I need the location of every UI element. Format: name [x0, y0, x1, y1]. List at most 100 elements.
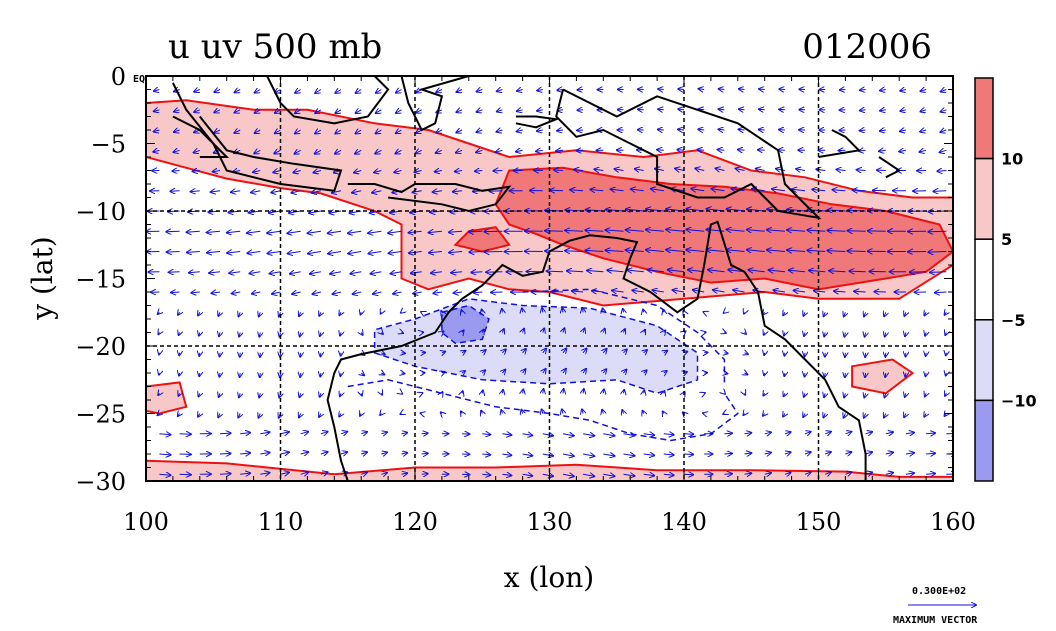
wind-vector [724, 333, 725, 334]
wind-vector [784, 432, 791, 434]
wind-vector [774, 290, 785, 292]
coastline [878, 156, 902, 179]
wind-vector [666, 250, 685, 252]
wind-vector [772, 189, 785, 191]
wind-vector [602, 410, 603, 414]
wind-vector [371, 272, 382, 274]
wind-vector [159, 454, 170, 455]
wind-vector [716, 168, 725, 170]
wind-vector [623, 309, 624, 312]
wind-vector [269, 211, 281, 213]
wind-vector [340, 373, 341, 376]
wind-vector [854, 291, 866, 292]
wind-vector [946, 353, 947, 356]
wind-vector [787, 250, 806, 251]
wind-vector [235, 110, 241, 113]
wind-vector [219, 393, 220, 397]
wind-vector [402, 393, 403, 394]
wind-vector [411, 272, 422, 274]
wind-vector [603, 454, 614, 456]
wind-vector [626, 209, 644, 211]
wind-vector [663, 454, 674, 455]
wind-vector [477, 110, 483, 112]
wind-vector [462, 391, 463, 393]
wind-vector [562, 434, 574, 436]
wind-vector [193, 171, 200, 172]
wind-vector [502, 370, 505, 373]
wind-vector [688, 270, 705, 272]
wind-vector [699, 89, 705, 90]
wind-vector [235, 90, 241, 93]
wind-vector [299, 414, 301, 418]
wind-vector [825, 472, 831, 474]
wind-vector [178, 393, 179, 396]
wind-vector [329, 211, 342, 213]
wind-vector [232, 292, 241, 294]
wind-vector [643, 411, 644, 414]
wind-vector [738, 150, 745, 151]
wind-vector [921, 90, 927, 92]
wind-vector [926, 453, 935, 454]
wind-vector [309, 211, 321, 213]
wind-vector [631, 189, 644, 191]
wind-vector [763, 414, 765, 416]
wind-vector [179, 333, 180, 336]
wind-vector [259, 414, 261, 418]
wind-vector [211, 191, 221, 192]
wind-vector [926, 353, 927, 356]
wind-vector [523, 329, 525, 333]
wind-vector [219, 453, 231, 454]
wind-vector [255, 110, 261, 113]
wind-vector [482, 474, 490, 475]
wind-vector [291, 191, 301, 193]
wind-vector [744, 473, 752, 474]
wind-vector [567, 271, 584, 272]
wind-vector [644, 391, 645, 394]
wind-vector [271, 191, 281, 193]
wind-vector [320, 353, 321, 357]
wind-vector [376, 110, 382, 113]
wind-vector [885, 373, 886, 377]
wind-vector [381, 452, 387, 454]
wind-vector [860, 90, 866, 91]
wind-vector [315, 90, 322, 94]
y-tick-label: −25 [75, 401, 126, 429]
wind-vector [844, 333, 845, 337]
wind-vector [803, 414, 805, 418]
wind-vector [239, 393, 240, 397]
wind-vector [289, 211, 301, 213]
wind-vector [623, 434, 635, 436]
wind-vector [924, 414, 926, 417]
wind-vector [381, 473, 387, 475]
wind-vector [401, 433, 408, 434]
wind-vector [293, 171, 301, 173]
wind-vector [330, 272, 342, 274]
negative-contour [522, 288, 726, 387]
wind-vector [209, 272, 221, 273]
wind-vector [941, 90, 947, 92]
wind-vector [658, 109, 664, 110]
wind-vector [865, 333, 866, 337]
wind-vector [454, 292, 463, 293]
wind-vector [764, 373, 765, 375]
wind-vector [787, 230, 806, 231]
wind-vector [312, 191, 322, 193]
wind-vector [308, 252, 321, 254]
colorbar [974, 77, 994, 482]
wind-vector [254, 150, 261, 153]
colorbar-label: −10 [1001, 391, 1037, 410]
wind-vector [247, 252, 261, 254]
wind-vector [905, 393, 906, 397]
wind-vector [825, 373, 826, 377]
wind-vector [845, 452, 851, 454]
wind-vector [295, 110, 301, 113]
wind-vector [849, 271, 866, 272]
wind-vector [651, 189, 664, 191]
wind-vector [615, 169, 624, 171]
wind-vector [653, 290, 664, 292]
wind-vector [372, 191, 382, 193]
wind-vector [745, 373, 748, 375]
wind-vector [926, 474, 935, 475]
wind-vector [436, 90, 443, 93]
wind-vector [583, 369, 586, 373]
